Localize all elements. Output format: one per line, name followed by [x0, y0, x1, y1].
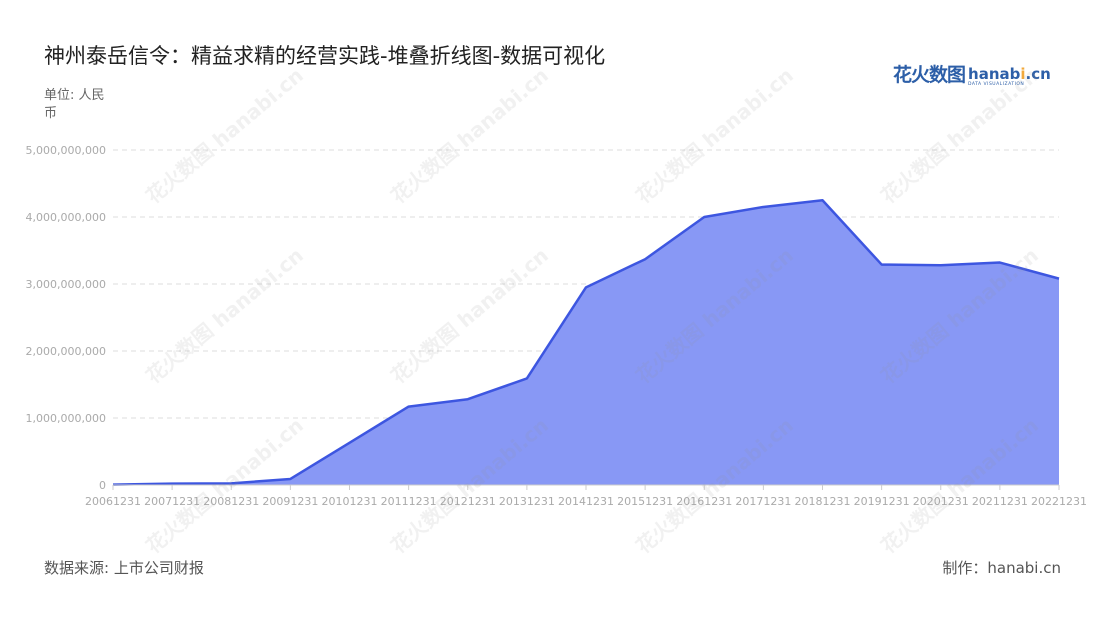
- series-area: [112, 199, 1060, 486]
- x-tick-label: 20081231: [203, 495, 259, 508]
- y-axis-tick-labels: 0 1,000,000,000 2,000,000,000 3,000,000,000…: [26, 144, 106, 492]
- x-tick-label: 20111231: [381, 495, 437, 508]
- brand-logo: 花火数图 hanabi.cn DATA VISUALIZATION: [893, 60, 1051, 87]
- y-tick-label: 2,000,000,000: [26, 345, 106, 358]
- maker-credit: 制作：hanabi.cn: [942, 559, 1061, 577]
- x-tick-label: 20171231: [735, 495, 791, 508]
- x-tick-label: 20161231: [676, 495, 732, 508]
- x-tick-label: 20061231: [85, 495, 141, 508]
- x-axis-tick-labels: 20061231 20071231 20081231 20091231 20101231…: [85, 495, 1087, 508]
- data-source-label: 数据来源: 上市公司财报: [44, 559, 204, 577]
- x-tick-label: 20221231: [1031, 495, 1087, 508]
- y-tick-label: 4,000,000,000: [26, 211, 106, 224]
- logo-en-prefix: hanab: [968, 64, 1021, 83]
- x-tick-label: 20151231: [617, 495, 673, 508]
- chart-title: 神州泰岳信令：精益求精的经营实践-堆叠折线图-数据可视化: [44, 44, 606, 68]
- unit-label: 单位: 人民币: [44, 88, 105, 121]
- logo-chinese-text: 花火数图: [893, 64, 966, 86]
- logo-subtitle: DATA VISUALIZATION: [968, 81, 1025, 87]
- x-tick-label: 20071231: [144, 495, 200, 508]
- x-tick-label: 20141231: [558, 495, 614, 508]
- x-tick-label: 20201231: [913, 495, 969, 508]
- x-tick-label: 20191231: [854, 495, 910, 508]
- logo-english-block: hanabi.cn DATA VISUALIZATION: [968, 64, 1051, 88]
- y-tick-label: 5,000,000,000: [26, 144, 106, 157]
- y-tick-label: 0: [99, 479, 106, 492]
- x-tick-label: 20121231: [440, 495, 496, 508]
- logo-en-dot: i: [1020, 64, 1026, 83]
- x-axis: [112, 484, 1060, 490]
- y-tick-label: 1,000,000,000: [26, 412, 106, 425]
- x-tick-label: 20091231: [262, 495, 318, 508]
- x-tick-label: 20181231: [795, 495, 851, 508]
- x-tick-label: 20101231: [322, 495, 378, 508]
- logo-en-suffix: .cn: [1025, 64, 1051, 83]
- y-tick-label: 3,000,000,000: [26, 278, 106, 291]
- x-tick-label: 20131231: [499, 495, 555, 508]
- series-line: [112, 199, 1060, 486]
- area-fill: [113, 200, 1059, 485]
- x-tick-label: 20211231: [972, 495, 1028, 508]
- logo-english-text: hanabi.cn: [968, 64, 1051, 83]
